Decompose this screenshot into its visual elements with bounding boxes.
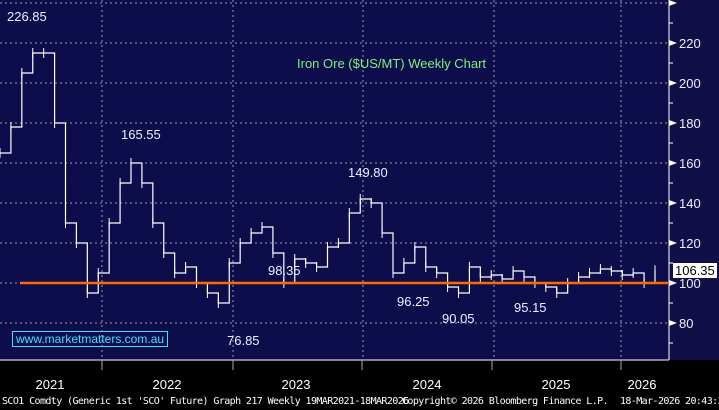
y-tick-label: 220: [679, 36, 701, 51]
price-chart: 80 100 120 140 160 180 200 220: [0, 0, 719, 370]
x-tick-label: 2025: [541, 377, 571, 392]
x-tick-label: 2022: [152, 377, 182, 392]
y-tick-marker: [669, 320, 677, 326]
y-tick-label: 200: [679, 76, 701, 91]
price-series: [0, 52, 656, 304]
annotation-low-2023: 98.35: [268, 263, 301, 278]
annotation-peak-2023: 149.80: [348, 165, 388, 180]
x-tick-label: 2026: [627, 377, 657, 392]
y-tick-marker: [669, 200, 677, 206]
x-tick-label: 2021: [35, 377, 65, 392]
y-tick-label: 160: [679, 156, 701, 171]
y-tick-marker: [669, 120, 677, 126]
y-tick-label: 120: [679, 236, 701, 251]
copyright: Copyright© 2026 Bloomberg Finance L.P.: [402, 396, 609, 407]
y-tick-label: 180: [679, 116, 701, 131]
y-tick-marker: [669, 40, 677, 46]
y-axis-background: [669, 0, 719, 360]
plot-background: [0, 0, 669, 360]
last-price-tag: 106.35: [673, 263, 717, 278]
timestamp: 18-Mar-2026 20:43:31: [620, 396, 719, 407]
security-description: SCO1 Comdty (Generic 1st 'SCO' Future) G…: [2, 396, 409, 407]
y-tick-label: 80: [679, 316, 693, 331]
y-tick-marker: [669, 0, 677, 6]
annotation-high: 226.85: [7, 9, 47, 24]
annotation-low-2025: 95.15: [514, 300, 547, 315]
annotation-low-2022: 76.85: [227, 333, 260, 348]
annotation-peak-2022: 165.55: [121, 127, 161, 142]
y-tick-marker: [669, 280, 677, 286]
annotation-low-2024b: 90.05: [442, 311, 475, 326]
annotation-low-2024a: 96.25: [397, 294, 430, 309]
y-tick-marker: [669, 160, 677, 166]
watermark: www.marketmatters.com.au: [12, 331, 169, 347]
y-tick-marker: [669, 80, 677, 86]
x-tick-label: 2024: [412, 377, 442, 392]
x-tick-label: 2023: [281, 377, 311, 392]
y-tick-marker: [669, 240, 677, 246]
y-tick-label: 140: [679, 196, 701, 211]
chart-title: Iron Ore ($US/MT) Weekly Chart: [297, 56, 487, 71]
y-tick-label: 100: [679, 276, 701, 291]
